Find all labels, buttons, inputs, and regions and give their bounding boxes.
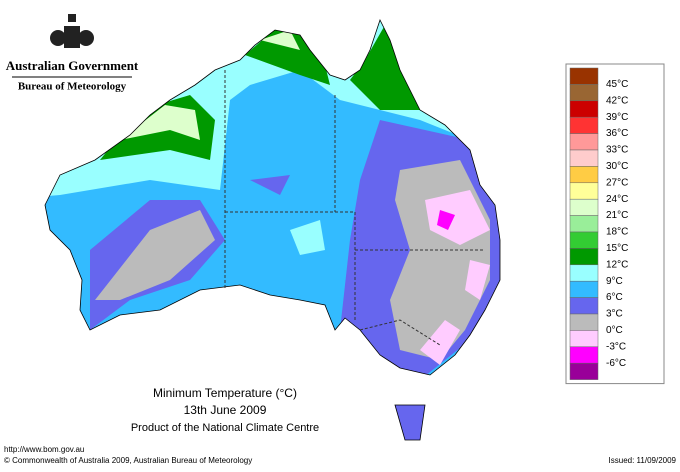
legend-label: 39°C (606, 112, 628, 123)
map-date: 13th June 2009 (184, 403, 267, 417)
legend-label: 45°C (606, 79, 628, 90)
legend-swatch (569, 133, 599, 151)
legend-label: 33°C (606, 145, 628, 156)
legend-swatch (569, 198, 599, 216)
coastline (44, 18, 501, 441)
legend-label: -3°C (606, 341, 626, 352)
legend-label: 42°C (606, 95, 628, 106)
legend-swatch (569, 264, 599, 282)
state-borders (224, 70, 485, 346)
agency-name: Bureau of Meteorology (18, 81, 127, 93)
legend-label: 12°C (606, 259, 628, 270)
legend-label: 0°C (606, 325, 623, 336)
legend-label: -6°C (606, 358, 626, 369)
crest (50, 14, 94, 48)
legend-swatch (569, 280, 599, 298)
map-title: Minimum Temperature (°C) (153, 386, 297, 400)
legend-swatch (569, 166, 599, 184)
legend-swatch (569, 248, 599, 266)
legend-swatch (569, 313, 599, 331)
legend-swatch (569, 182, 599, 200)
legend-label: 30°C (606, 161, 628, 172)
legend-label: 27°C (606, 177, 628, 188)
legend-swatch (569, 100, 599, 118)
legend-swatch (569, 330, 599, 348)
footer-issued: Issued: 11/09/2009 (609, 456, 677, 465)
legend-label: 36°C (606, 128, 628, 139)
legend-label: 24°C (606, 194, 628, 205)
map-product: Product of the National Climate Centre (131, 422, 319, 434)
legend-swatch (569, 67, 599, 85)
legend-label: 9°C (606, 276, 623, 287)
legend-label: 18°C (606, 227, 628, 238)
legend-swatch (569, 231, 599, 249)
legend-label: 21°C (606, 210, 628, 221)
footer-copyright: © Commonwealth of Australia 2009, Austra… (4, 456, 252, 465)
legend: 45°C 42°C 39°C 36°C 33°C 30°C 27°C 24°C 21°C 18°C… (565, 63, 665, 385)
legend-label: 15°C (606, 243, 628, 254)
legend-swatch (569, 84, 599, 102)
legend-label: 3°C (606, 309, 623, 320)
footer-url: http://www.bom.gov.au (4, 445, 84, 454)
legend-swatch (569, 362, 599, 380)
legend-swatch (569, 149, 599, 167)
legend-swatch (569, 215, 599, 233)
legend-label: 6°C (606, 292, 623, 303)
legend-swatch (569, 346, 599, 364)
government-name: Australian Government (6, 58, 139, 73)
legend-swatch (569, 297, 599, 315)
legend-swatch (569, 116, 599, 134)
